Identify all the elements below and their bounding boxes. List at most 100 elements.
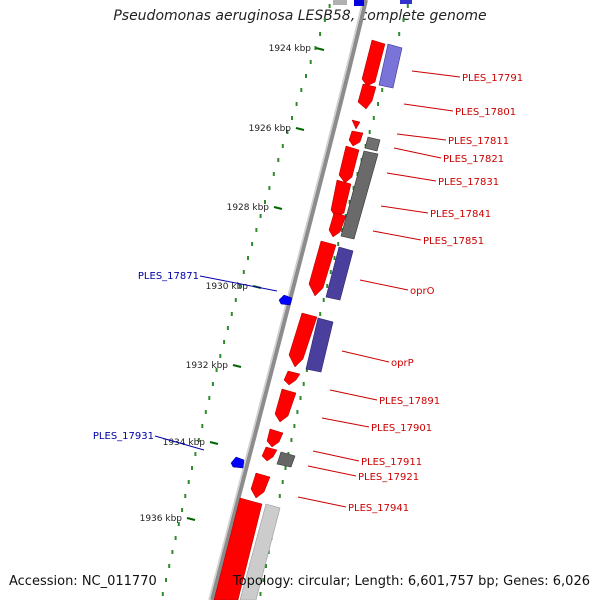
gene-arrow [357,83,377,110]
gc-dot [377,102,379,106]
gc-dot [278,494,281,498]
gc-dot [319,32,322,36]
tick-label: 1926 kbp [249,124,292,134]
tick-track: 1924 kbp 1926 kbp 1928 kbp 1930 kbp 1932 kbp… [140,44,325,524]
gc-dot [234,298,237,302]
gene-label-leader [359,279,409,291]
gene-label: oprO [410,286,435,297]
gene-label: PLES_17871 [138,271,199,282]
gene-stub-blue [400,0,412,4]
gene-label: oprP [391,358,414,369]
gene-arrow [274,388,297,423]
gene-arrow [348,130,364,147]
hit-block-light [239,503,281,600]
gene-label-track: PLES_17791 PLES_17801 PLES_17811 PLES_17821… [93,70,523,514]
gc-dot [272,172,275,176]
gene-label: PLES_17891 [379,396,440,407]
gc-dot [305,368,308,372]
gc-dot [281,144,284,148]
gc-dot [402,18,405,22]
gc-dot [259,214,262,218]
gc-dot [262,578,265,582]
gc-dot [264,200,266,204]
gc-dot [238,284,241,288]
hit-block-purple [378,43,403,89]
gc-dot [197,438,200,442]
gene-label-leader [329,389,378,401]
gc-dot [323,18,326,22]
gc-dot [181,508,184,512]
gene-arrow [261,446,278,462]
gc-dot [242,270,245,274]
gc-dot [215,368,218,372]
accession-text: Accession: NC_011770 [9,574,157,589]
gc-dot [305,74,307,78]
gc-dot [290,438,293,442]
gc-dot [194,452,197,456]
gene-arrow [288,312,318,368]
gc-dot [171,550,174,554]
gc-dot [300,88,303,92]
gene-label-leader [372,230,422,241]
gc-dot [348,200,351,204]
hit-block-gray [340,150,379,240]
gc-dot [372,116,375,120]
gc-dot [352,186,355,190]
gene-arrow [351,119,361,130]
tick-label: 1930 kbp [206,282,249,292]
gene-arrow [266,428,284,448]
gc-dot [299,396,302,400]
hit-block-purple [325,246,354,301]
tick-mark [315,47,325,51]
gene-arrow [308,240,337,297]
gene-track [213,39,386,600]
tick-mark [209,441,219,445]
gc-dot [293,424,296,428]
gc-dot [281,480,284,484]
genome-backbone [210,0,368,600]
gene-label: PLES_17841 [430,209,491,220]
gene-label: PLES_17811 [448,136,509,147]
gc-dot [165,578,167,582]
gene-arrow [361,39,386,87]
gc-dot [174,536,177,540]
gc-dot [177,522,180,526]
gene-label-leader [341,350,390,363]
tick-mark [295,127,305,131]
tick-mark [232,364,242,368]
gene-label-leader [396,133,447,141]
gene-label-leader [297,496,347,508]
tick-label: 1928 kbp [227,203,270,213]
gc-dot [268,186,271,190]
gc-dot [398,32,401,36]
gc-dot [333,256,336,260]
gc-dot [255,228,258,232]
gene-label-leader [380,205,429,214]
gc-dot [259,592,262,596]
gc-dot [329,270,332,274]
tick-mark [273,206,283,210]
gene-label-leader [411,70,461,78]
gene-arrow [283,370,301,386]
gene-stub-gray [333,0,347,5]
gene-label: PLES_17801 [455,107,516,118]
gene-label: PLES_17851 [423,236,484,247]
gene-label: PLES_17941 [348,503,409,514]
gc-dot [204,410,207,414]
map-title: Pseudomonas aeruginosa LESB58, complete … [113,8,487,24]
gene-label-leader [154,435,205,451]
gene-label: PLES_17911 [361,457,422,468]
gc-dot [381,88,384,92]
gene-arrow [338,145,360,184]
gene-label-leader [393,147,442,159]
gc-dot [368,130,371,134]
gene-label-leader [312,450,360,462]
gene-arrow [328,212,347,238]
tick-mark [186,517,196,521]
gc-dot [296,410,299,414]
gc-dot [208,396,211,400]
hit-block-gray [276,451,296,468]
gene-label-leader [403,103,454,112]
gc-dot [191,466,193,470]
